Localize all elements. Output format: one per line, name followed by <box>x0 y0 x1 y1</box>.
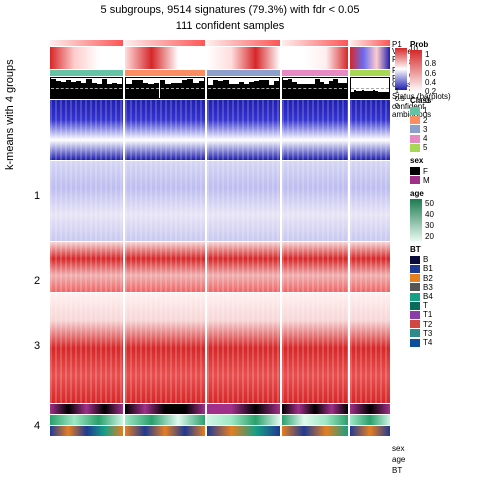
sex-track <box>207 404 280 414</box>
age-track <box>125 415 205 425</box>
km-track <box>125 161 205 241</box>
km-track <box>125 242 205 292</box>
cls-track <box>50 70 123 76</box>
age-track <box>50 415 123 425</box>
age-track <box>207 415 280 425</box>
km-track <box>282 242 348 292</box>
age-track <box>350 415 390 425</box>
cls-track <box>125 70 205 76</box>
km-track <box>350 161 390 241</box>
value-track <box>282 47 348 69</box>
km-track <box>350 100 390 160</box>
column-block <box>282 40 348 470</box>
km-track <box>350 242 390 292</box>
sex-track <box>50 404 123 414</box>
km-track <box>282 161 348 241</box>
heatmap-area <box>50 40 390 470</box>
class-legend: Class12345 <box>410 96 502 152</box>
y-axis-label: k-means with 4 groups <box>4 59 16 170</box>
km-track <box>282 100 348 160</box>
bt-track <box>125 426 205 436</box>
column-block <box>207 40 280 470</box>
km-track <box>282 293 348 403</box>
bt-legend: BTBB1B2B3B4TT1T2T3T4 <box>410 245 502 347</box>
title-line2: 111 confident samples <box>40 20 420 32</box>
row-label: 3 <box>34 340 40 352</box>
prob-track <box>282 40 348 46</box>
cls-track <box>350 70 390 76</box>
column-block <box>125 40 205 470</box>
km-track <box>50 161 123 241</box>
km-track <box>50 293 123 403</box>
km-track <box>50 242 123 292</box>
value-colorbar: 10864 <box>395 48 407 90</box>
km-track <box>207 242 280 292</box>
km-track <box>207 293 280 403</box>
column-block <box>50 40 123 470</box>
status-track <box>125 77 205 99</box>
prob-track <box>207 40 280 46</box>
sex-track <box>282 404 348 414</box>
km-track <box>125 293 205 403</box>
track-label: BT <box>392 466 402 475</box>
bt-track <box>350 426 390 436</box>
status-track <box>207 77 280 99</box>
sex-legend: sexFM <box>410 156 502 185</box>
value-track <box>50 47 123 69</box>
prob-track <box>50 40 123 46</box>
value-track <box>125 47 205 69</box>
km-track <box>207 161 280 241</box>
km-track <box>350 293 390 403</box>
status-track <box>282 77 348 99</box>
cls-track <box>282 70 348 76</box>
age-legend: age50403020 <box>410 189 502 241</box>
bt-track <box>282 426 348 436</box>
track-label: age <box>392 455 405 464</box>
bt-track <box>207 426 280 436</box>
track-label: sex <box>392 444 404 453</box>
sex-track <box>125 404 205 414</box>
value-track <box>350 47 390 69</box>
status-track <box>350 77 390 99</box>
row-label: 2 <box>34 275 40 287</box>
bt-track <box>50 426 123 436</box>
km-track <box>125 100 205 160</box>
km-track <box>50 100 123 160</box>
legends: Prob10.80.60.40.20Class12345 sexFM age5040… <box>410 40 502 351</box>
prob-legend: Prob10.80.60.40.20 <box>410 40 502 92</box>
status-track <box>50 77 123 99</box>
km-track <box>207 100 280 160</box>
column-block <box>350 40 390 470</box>
prob-track <box>350 40 390 46</box>
title-line1: 5 subgroups, 9514 signatures (79.3%) wit… <box>40 4 420 16</box>
sex-track <box>350 404 390 414</box>
value-track <box>207 47 280 69</box>
prob-track <box>125 40 205 46</box>
row-label: 1 <box>34 190 40 202</box>
cls-track <box>207 70 280 76</box>
figure: 5 subgroups, 9514 signatures (79.3%) wit… <box>0 0 504 504</box>
row-label: 4 <box>34 420 40 432</box>
age-track <box>282 415 348 425</box>
status-scale: 10.50 <box>395 88 405 110</box>
